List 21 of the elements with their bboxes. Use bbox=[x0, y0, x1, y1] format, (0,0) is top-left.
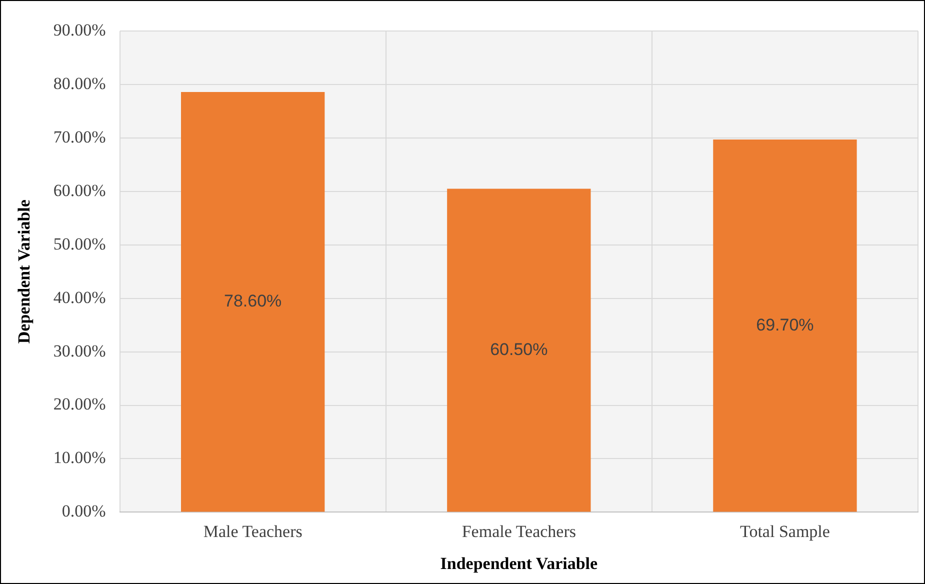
bar bbox=[713, 140, 857, 512]
x-tick-label: Female Teachers bbox=[462, 522, 576, 541]
y-tick-label: 30.00% bbox=[53, 341, 106, 360]
data-label: 69.70% bbox=[756, 315, 814, 334]
y-tick-label: 50.00% bbox=[53, 234, 106, 254]
x-tick-label: Male Teachers bbox=[203, 522, 302, 541]
data-label: 78.60% bbox=[224, 292, 282, 311]
y-tick-label: 0.00% bbox=[62, 502, 106, 521]
x-axis-title: Independent Variable bbox=[440, 554, 598, 574]
bar bbox=[447, 188, 591, 512]
y-tick-label: 70.00% bbox=[53, 127, 106, 146]
y-tick-label: 10.00% bbox=[53, 448, 106, 468]
x-tick-label: Total Sample bbox=[740, 522, 830, 541]
y-tick-label: 40.00% bbox=[53, 288, 106, 307]
data-label: 60.50% bbox=[490, 340, 548, 359]
y-tick-label: 60.00% bbox=[53, 180, 106, 200]
bar bbox=[181, 92, 325, 512]
y-tick-label: 20.00% bbox=[53, 394, 106, 414]
y-tick-label: 80.00% bbox=[53, 74, 106, 93]
y-tick-label: 90.00% bbox=[53, 20, 106, 40]
y-axis-title: Dependent Variable bbox=[14, 199, 34, 344]
